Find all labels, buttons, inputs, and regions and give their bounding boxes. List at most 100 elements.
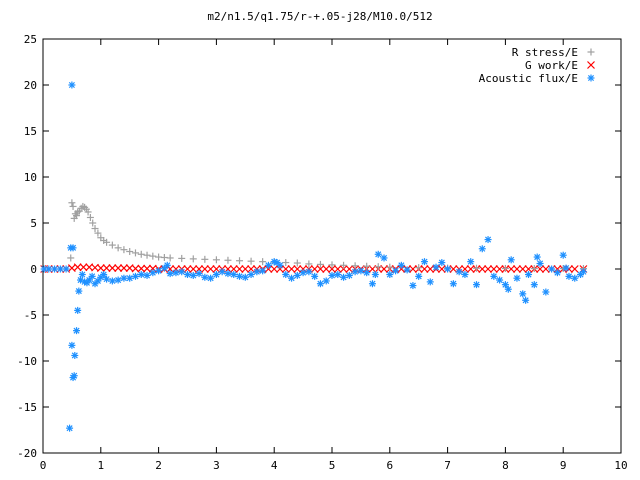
point-r-stress-e: [178, 254, 186, 262]
point-r-stress-e: [212, 256, 220, 264]
legend-marker: [587, 48, 595, 56]
point-acoustic-flux-e: [368, 280, 376, 288]
point-r-stress-e: [316, 260, 324, 268]
point-r-stress-e: [67, 254, 75, 262]
point-r-stress-e: [94, 229, 102, 237]
point-acoustic-flux-e: [392, 267, 400, 275]
point-r-stress-e: [81, 203, 89, 211]
point-g-work-e: [339, 265, 348, 273]
point-acoustic-flux-e: [548, 265, 556, 273]
point-r-stress-e: [293, 259, 301, 267]
y-tick-label: 10: [24, 171, 37, 184]
point-acoustic-flux-e: [236, 272, 244, 280]
point-g-work-e: [408, 265, 417, 273]
point-acoustic-flux-e: [189, 271, 197, 279]
point-acoustic-flux-e: [438, 259, 446, 267]
y-tick-label: 5: [30, 217, 37, 230]
point-acoustic-flux-e: [322, 277, 330, 285]
point-g-work-e: [137, 264, 146, 273]
y-tick-label: -5: [24, 309, 37, 322]
legend-label: G work/E: [525, 59, 578, 72]
point-acoustic-flux-e: [473, 281, 480, 289]
point-g-work-e: [102, 264, 111, 273]
point-r-stress-e: [86, 213, 94, 221]
point-g-work-e: [276, 265, 284, 273]
point-acoustic-flux-e: [88, 272, 96, 280]
point-acoustic-flux-e: [224, 270, 232, 278]
point-g-work-e: [316, 265, 325, 273]
point-acoustic-flux-e: [126, 274, 134, 282]
point-acoustic-flux-e: [496, 276, 504, 284]
point-acoustic-flux-e: [131, 272, 139, 280]
point-acoustic-flux-e: [504, 285, 512, 293]
point-g-work-e: [114, 264, 123, 273]
point-r-stress-e: [363, 262, 371, 270]
point-g-work-e: [235, 265, 244, 273]
point-acoustic-flux-e: [374, 250, 382, 258]
point-acoustic-flux-e: [207, 274, 215, 282]
point-acoustic-flux-e: [490, 272, 498, 280]
point-acoustic-flux-e: [579, 268, 587, 276]
legend-marker: [587, 61, 595, 69]
point-g-work-e: [143, 264, 151, 273]
point-acoustic-flux-e: [68, 81, 76, 89]
point-r-stress-e: [108, 241, 116, 249]
point-g-work-e: [206, 265, 215, 273]
point-r-stress-e: [340, 261, 348, 269]
point-acoustic-flux-e: [282, 271, 290, 279]
point-acoustic-flux-e: [311, 272, 319, 280]
series-r-stress-e: [67, 199, 587, 273]
point-g-work-e: [96, 264, 105, 273]
point-acoustic-flux-e: [386, 271, 394, 279]
x-tick-label: 7: [444, 459, 451, 472]
point-acoustic-flux-e: [559, 251, 567, 259]
series-layer: [40, 81, 588, 432]
point-acoustic-flux-e: [553, 269, 561, 277]
point-acoustic-flux-e: [178, 268, 186, 276]
point-acoustic-flux-e: [426, 278, 434, 286]
point-r-stress-e: [305, 260, 313, 268]
point-r-stress-e: [386, 263, 394, 271]
point-acoustic-flux-e: [522, 296, 530, 304]
point-g-work-e: [420, 265, 429, 273]
y-tick-label: -10: [17, 355, 37, 368]
point-r-stress-e: [143, 251, 151, 259]
point-acoustic-flux-e: [241, 273, 249, 281]
point-r-stress-e: [73, 212, 81, 220]
point-r-stress-e: [137, 250, 145, 258]
point-acoustic-flux-e: [415, 272, 423, 280]
point-acoustic-flux-e: [525, 271, 533, 279]
point-r-stress-e: [103, 238, 111, 246]
point-acoustic-flux-e: [75, 287, 83, 295]
point-acoustic-flux-e: [247, 271, 255, 279]
point-acoustic-flux-e: [69, 244, 77, 252]
point-g-work-e: [524, 265, 533, 273]
point-g-work-e: [489, 265, 498, 273]
point-acoustic-flux-e: [264, 261, 272, 269]
point-acoustic-flux-e: [420, 258, 428, 266]
x-tick-label: 4: [271, 459, 278, 472]
point-g-work-e: [229, 265, 238, 273]
point-acoustic-flux-e: [449, 280, 457, 288]
point-acoustic-flux-e: [108, 277, 116, 285]
point-r-stress-e: [84, 208, 92, 216]
point-acoustic-flux-e: [533, 253, 541, 261]
x-tick-label: 10: [614, 459, 627, 472]
point-r-stress-e: [68, 199, 76, 207]
point-g-work-e: [570, 265, 579, 273]
x-tick-label: 1: [97, 459, 104, 472]
point-acoustic-flux-e: [530, 281, 538, 289]
point-r-stress-e: [501, 264, 509, 272]
point-acoustic-flux-e: [212, 271, 220, 279]
point-g-work-e: [495, 265, 504, 273]
point-acoustic-flux-e: [230, 271, 238, 279]
point-acoustic-flux-e: [74, 306, 82, 314]
legend-label: Acoustic flux/E: [479, 72, 578, 85]
point-r-stress-e: [473, 264, 480, 272]
point-acoustic-flux-e: [461, 271, 469, 279]
point-g-work-e: [119, 264, 128, 273]
point-r-stress-e: [91, 225, 99, 233]
point-acoustic-flux-e: [328, 271, 336, 279]
point-acoustic-flux-e: [184, 271, 191, 279]
